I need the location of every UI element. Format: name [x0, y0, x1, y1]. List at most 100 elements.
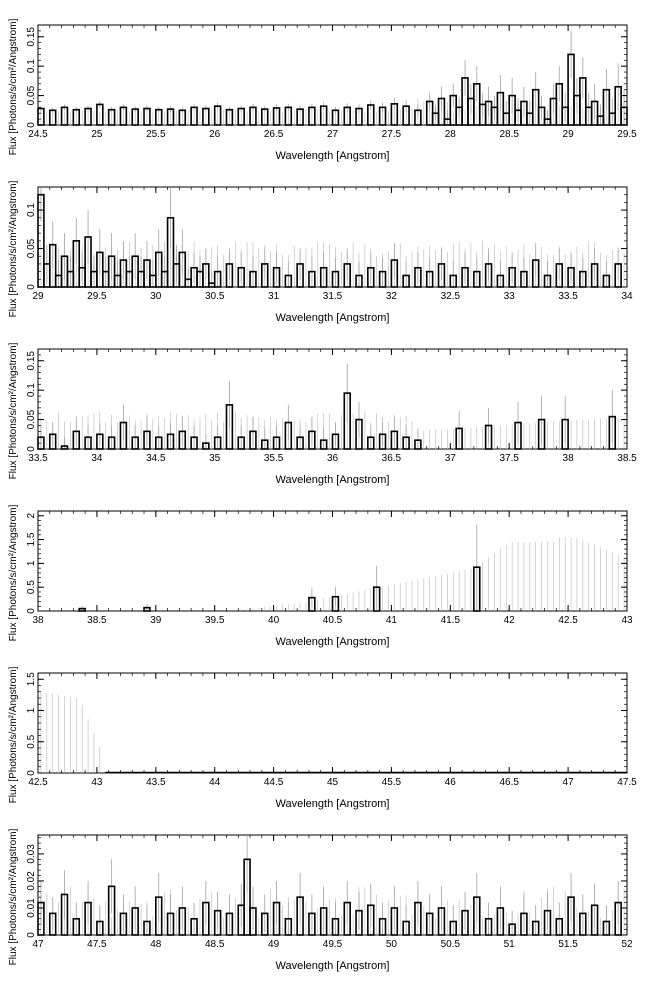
- flux-bin: [84, 236, 92, 288]
- x-tick-label: 26: [209, 129, 221, 140]
- flux-bin: [402, 105, 410, 126]
- flux-bin: [202, 107, 210, 126]
- flux-bin: [84, 901, 92, 936]
- flux-bin: [166, 216, 175, 288]
- flux-bin: [60, 106, 69, 126]
- flux-bin: [473, 896, 481, 936]
- x-tick-label: 31: [268, 291, 280, 302]
- y-tick-label: 0.1: [26, 203, 37, 217]
- flux-bin: [84, 107, 92, 126]
- y-tick-label: 0.1: [26, 59, 37, 73]
- flux-bin: [331, 595, 340, 612]
- x-tick-label: 33: [504, 291, 516, 302]
- flux-bin: [514, 421, 522, 450]
- y-tick-label: 0.05: [26, 409, 37, 429]
- flux-bin: [308, 270, 316, 288]
- flux-bin: [590, 904, 599, 936]
- x-tick-label: 49: [268, 939, 280, 950]
- flux-bin: [496, 274, 505, 288]
- flux-bin: [155, 108, 163, 126]
- flux-bin: [308, 912, 316, 936]
- flux-bin: [178, 251, 187, 288]
- y-axis-label: Flux [Photons/s/cm²/Angstrom]: [8, 180, 19, 317]
- spectrum-panel-1: 24.5 25 25.5 26 26.5 27 27.5 28 28.5 29 29.5 0 0.05 0…: [8, 18, 637, 162]
- flux-bin: [473, 270, 481, 288]
- flux-bin: [331, 109, 340, 126]
- spectrum-panel-3: 33.5 34 34.5 35 35.5 36 36.5 37 37.5 38 38.5 0 0.05 0…: [8, 342, 637, 486]
- x-tick-label: 40.5: [323, 615, 343, 626]
- flux-bin: [237, 107, 245, 126]
- x-tick-label: 44.5: [264, 777, 284, 788]
- flux-bin: [261, 912, 269, 936]
- flux-bin: [166, 433, 175, 450]
- x-tick-label: 32: [386, 291, 398, 302]
- flux-bin: [190, 436, 198, 450]
- x-tick-label: 48: [150, 939, 162, 950]
- flux-bin: [531, 259, 540, 288]
- flux-bin: [225, 108, 234, 126]
- flux-bin: [119, 912, 128, 936]
- x-axis-label: Wavelength [Angstrom]: [276, 474, 390, 486]
- flux-bin: [414, 109, 422, 126]
- flux-bin: [390, 430, 399, 450]
- flux-bin: [355, 107, 363, 126]
- plot-frame: [37, 672, 628, 774]
- flux-bin: [166, 108, 175, 126]
- flux-bin: [414, 439, 422, 450]
- flux-bin: [284, 106, 293, 126]
- x-tick-label: 30.5: [205, 291, 225, 302]
- y-axis-label: Flux [Photons/s/cm²/Angstrom]: [8, 828, 19, 965]
- flux-bin: [567, 53, 575, 126]
- x-tick-label: 30: [150, 291, 162, 302]
- flux-bin: [155, 251, 163, 288]
- x-tick-label: 29: [32, 291, 44, 302]
- flux-bin: [166, 912, 175, 936]
- flux-bin: [343, 106, 351, 126]
- flux-bin: [484, 424, 493, 450]
- flux-bin: [496, 907, 505, 936]
- flux-bin: [378, 917, 387, 936]
- y-tick-label: 0.01: [26, 898, 37, 918]
- flux-bin: [561, 418, 569, 450]
- y-tick-label: 0.05: [26, 238, 37, 258]
- flux-bin: [614, 85, 622, 126]
- flux-bin: [155, 896, 163, 936]
- x-tick-label: 46: [445, 777, 457, 788]
- flux-bin: [555, 917, 564, 936]
- y-tick-label: 0.03: [26, 844, 37, 864]
- flux-bin: [555, 83, 564, 126]
- flux-bin: [131, 907, 139, 936]
- flux-bin: [213, 909, 222, 936]
- flux-bin: [343, 392, 351, 450]
- x-tick-label: 25.5: [146, 129, 166, 140]
- flux-bin: [48, 433, 57, 450]
- flux-bin: [107, 108, 116, 126]
- flux-bin: [72, 240, 81, 288]
- x-tick-label: 27.5: [382, 129, 402, 140]
- y-tick-label: 0.5: [26, 580, 37, 594]
- flux-bin: [319, 907, 328, 936]
- flux-bin: [107, 885, 116, 936]
- x-tick-label: 35: [209, 453, 221, 464]
- x-tick-label: 28.5: [499, 129, 519, 140]
- x-tick-label: 28: [445, 129, 457, 140]
- flux-bin: [296, 108, 304, 126]
- flux-bin: [249, 907, 257, 936]
- flux-bin: [602, 274, 611, 288]
- x-tick-label: 34.5: [146, 453, 166, 464]
- x-tick-label: 48.5: [205, 939, 225, 950]
- flux-bin: [143, 107, 151, 126]
- flux-bin: [96, 251, 104, 288]
- flux-bin: [567, 266, 575, 288]
- flux-bin: [390, 259, 399, 288]
- flux-bin: [213, 270, 222, 288]
- flux-bin: [272, 901, 281, 936]
- flux-bin: [107, 436, 116, 450]
- x-axis-label: Wavelength [Angstrom]: [276, 798, 390, 810]
- flux-bin: [261, 263, 269, 288]
- flux-bin: [261, 439, 269, 450]
- flux-bin: [543, 274, 552, 288]
- flux-bin: [225, 912, 234, 936]
- flux-bin: [343, 901, 351, 936]
- flux-bin: [308, 596, 316, 612]
